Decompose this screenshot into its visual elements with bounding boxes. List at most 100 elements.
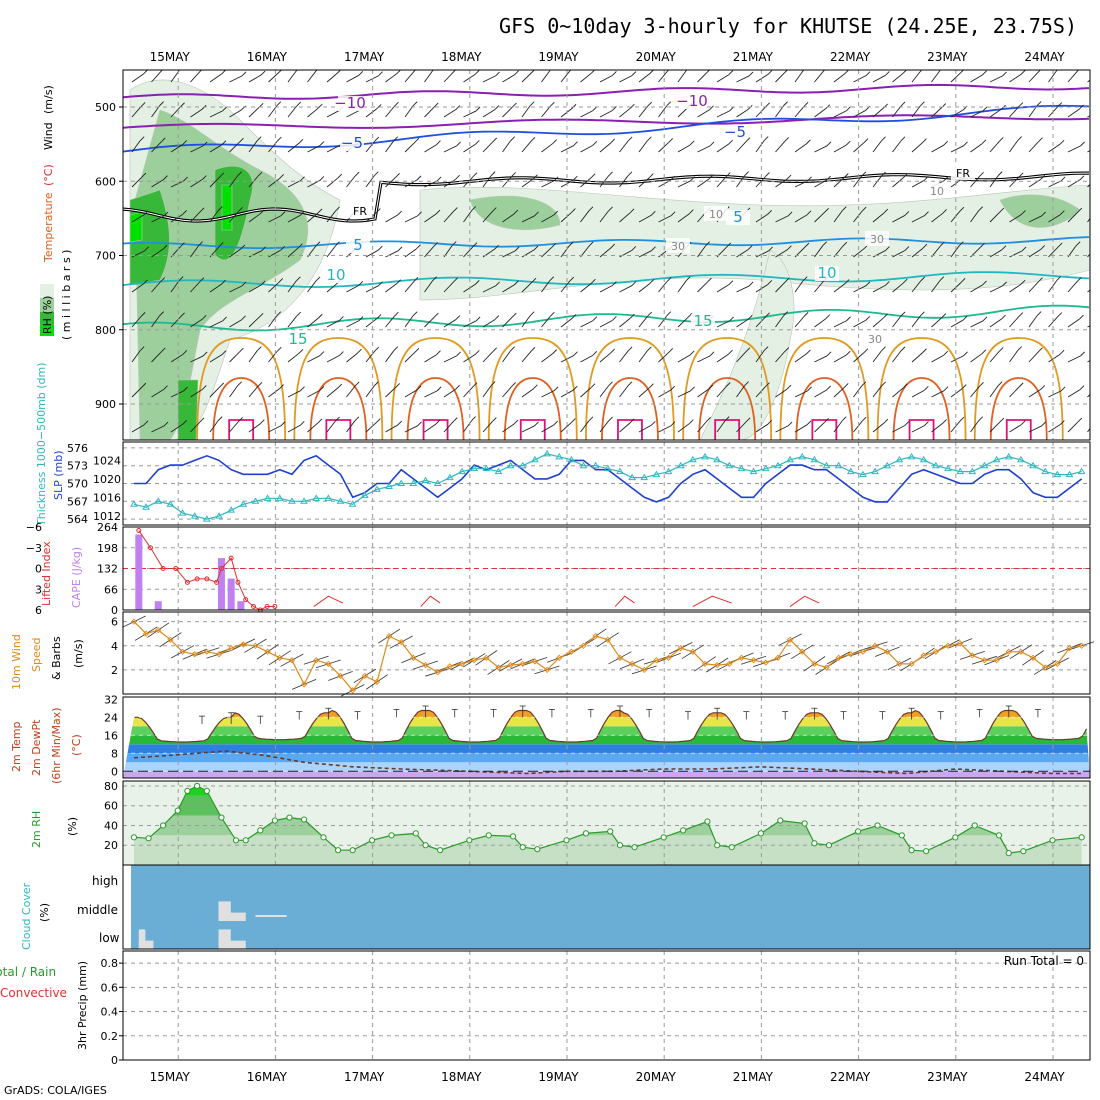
wind-barb (385, 177, 396, 188)
wind-barb-flag (649, 383, 654, 388)
wind-barb-flag (1080, 141, 1085, 147)
wind-barb-flag (963, 351, 968, 357)
temp2m-label-3: (6hr Min/Max) (50, 707, 63, 784)
wind-barb (814, 245, 824, 258)
wind-barb-flag (514, 70, 519, 76)
wind-barb-flag (319, 141, 325, 146)
wind-barb-flag (296, 101, 302, 107)
wind-barb-flag (490, 171, 496, 176)
thickness-marker (336, 497, 345, 504)
wind-barb-flag (339, 316, 344, 321)
wind10m-marker (604, 636, 611, 643)
wind-barb-flag (140, 312, 146, 317)
rh2m-marker (971, 822, 978, 829)
wind-barb (794, 390, 808, 398)
cloud-cover-unit: (%) (38, 903, 51, 922)
wind-barb (853, 142, 865, 153)
rh2m-marker (923, 848, 930, 855)
temp2m-tick-label: 8 (111, 747, 118, 760)
isotherm-20 (876, 337, 967, 440)
lifted-index-marker (194, 576, 200, 582)
wind-barb (736, 75, 750, 83)
rh2m-shading (123, 781, 1090, 865)
wind-barb-flag (256, 346, 262, 351)
wind-barb (755, 213, 768, 223)
thickness-marker (725, 461, 734, 469)
wind-barb (287, 247, 299, 258)
wind-barb (775, 388, 788, 398)
precip-tick-label: 0.6 (101, 981, 119, 994)
wind-barb-flag (534, 211, 539, 217)
thickness-marker (397, 479, 406, 486)
wind-barb (268, 178, 280, 188)
wind-barb (229, 175, 239, 188)
wind-barb-flag (763, 346, 769, 351)
wind-barb-flag (1002, 281, 1007, 287)
wind-barb-flag (199, 207, 205, 213)
contour-label: 30 (870, 233, 884, 246)
wind-barb (248, 74, 262, 83)
wind-barb-flag (1060, 386, 1066, 392)
rh-shade-area (177, 379, 199, 440)
isotherm-30 (1005, 419, 1032, 440)
wind-barb (424, 280, 434, 293)
thickness-marker (616, 467, 624, 475)
wind-barb-flag (748, 71, 754, 77)
wind-barb (833, 283, 846, 293)
wind-barb (989, 211, 1001, 223)
wind-barb (131, 424, 145, 433)
wind-barb-flag (1040, 245, 1046, 250)
wind-barb (482, 211, 493, 223)
wind-barb-flag (276, 136, 282, 142)
wind-barb (268, 388, 280, 398)
wind-barb (1067, 211, 1079, 223)
wind-barb (443, 319, 457, 328)
date-label-top: 24MAY (1024, 50, 1065, 64)
wind-barb-flag (1080, 351, 1085, 357)
wind-barb-flag (298, 243, 303, 248)
wind-barb-flag (139, 346, 145, 351)
wind-barb-flag (612, 316, 617, 321)
wind-barb (1028, 215, 1042, 223)
wind-barb (970, 176, 980, 188)
wind-barb-flag (550, 311, 555, 317)
wind-unit-label: (m/s) (42, 85, 55, 114)
wind-barb (190, 318, 203, 328)
wind-barb (697, 388, 710, 398)
wind-barb (736, 285, 750, 293)
wind-barb (599, 110, 613, 118)
wind-barb (716, 420, 726, 433)
thickness-marker (482, 464, 491, 472)
wind-barb (853, 420, 863, 433)
lifted-index-marker (184, 579, 190, 585)
wind-barb (775, 215, 789, 223)
wind-barb (502, 350, 512, 363)
thickness-marker (798, 452, 807, 460)
wind-barb (853, 285, 867, 293)
wind-barb-flag (180, 242, 185, 247)
wind-barb (190, 211, 201, 223)
wind-barb (1028, 141, 1039, 153)
wind-barb-flag (842, 241, 848, 247)
wind-barb (1087, 289, 1090, 293)
wind-barb-flag (1021, 210, 1026, 215)
wind-barb-flag (826, 385, 831, 391)
wind-barb (950, 319, 964, 328)
wind-barb-flag (375, 208, 381, 213)
wind-barb-flag (553, 176, 559, 182)
wind10m-marker (495, 664, 502, 671)
thickness-marker (944, 464, 952, 472)
panel4-grid (123, 612, 1090, 694)
wind-barb (443, 355, 457, 363)
wind-barb-flag (667, 276, 672, 282)
wind-barb (131, 386, 143, 398)
wind-barb (580, 354, 594, 363)
date-label-top: 23MAY (927, 50, 968, 64)
wind-barb (599, 210, 609, 223)
wind-barb-flag (490, 381, 496, 386)
wind-barb-flag (222, 106, 227, 112)
wind-barb-flag (942, 209, 947, 214)
wind-barb-flag (300, 386, 305, 391)
wind-barb-flag (414, 347, 420, 353)
wind-barb (716, 284, 730, 293)
